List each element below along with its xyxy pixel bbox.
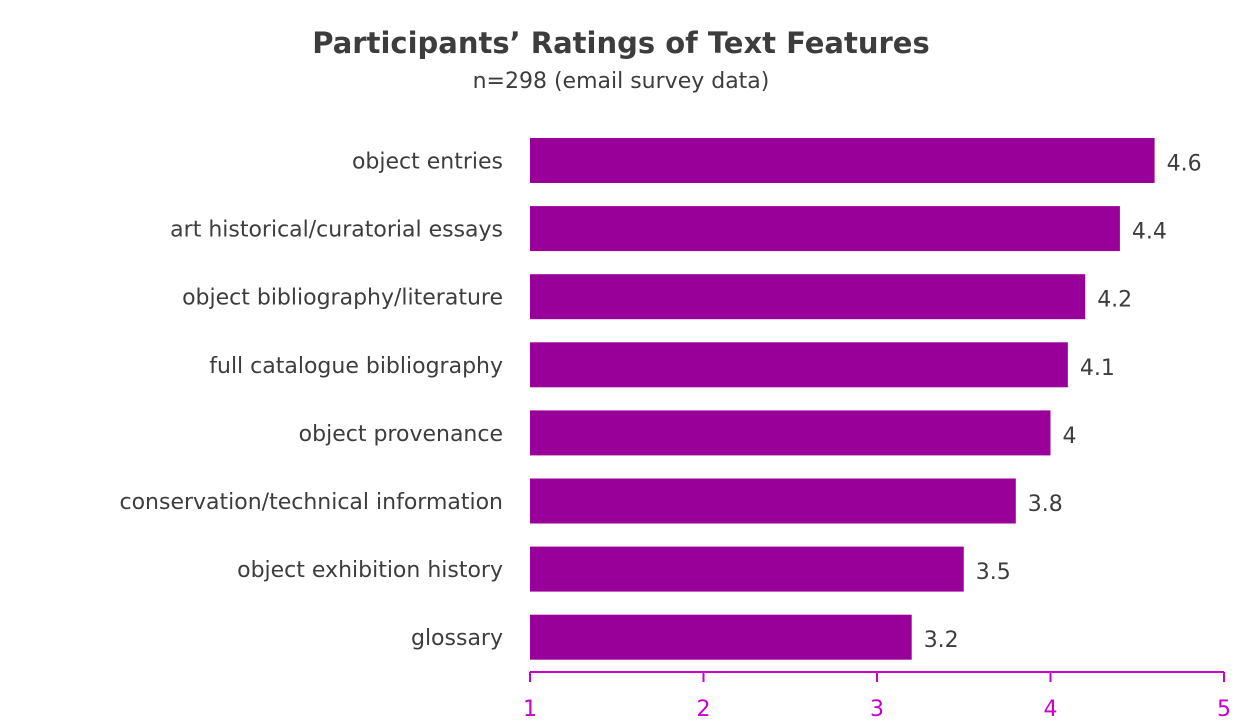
category-label: object bibliography/literature [182,286,503,311]
value-label: 3.8 [1028,492,1063,517]
x-tick-label: 5 [1217,697,1231,722]
bar [530,342,1068,388]
bar [530,206,1120,252]
bar [530,410,1051,456]
value-label: 4.6 [1167,152,1202,177]
bar [530,614,912,660]
x-tick-label: 1 [523,697,537,722]
value-label: 3.5 [976,560,1011,585]
x-tick-label: 3 [870,697,884,722]
value-label: 4 [1063,424,1077,449]
x-tick-label: 2 [697,697,711,722]
category-label: object exhibition history [237,558,503,583]
bar [530,138,1155,183]
value-label: 3.2 [924,628,959,653]
bar [530,478,1016,524]
x-axis: 1 2 3 4 5 [523,671,1231,722]
category-label: object entries [352,150,503,175]
chart-subtitle: n=298 (email survey data) [473,69,770,94]
bar [530,274,1086,320]
chart-title: Participants’ Ratings of Text Features [312,26,929,60]
bar [530,546,964,592]
category-label: art historical/curatorial essays [170,218,503,243]
category-label: object provenance [299,422,503,447]
category-label: full catalogue bibliography [209,354,503,379]
value-label: 4.4 [1132,220,1167,245]
category-label: glossary [411,626,503,651]
bars-group: object entries 4.6 art historical/curatori… [119,138,1202,660]
value-label: 4.1 [1080,356,1115,381]
value-label: 4.2 [1097,288,1132,313]
x-tick-label: 4 [1044,697,1058,722]
category-label: conservation/technical information [119,490,503,515]
